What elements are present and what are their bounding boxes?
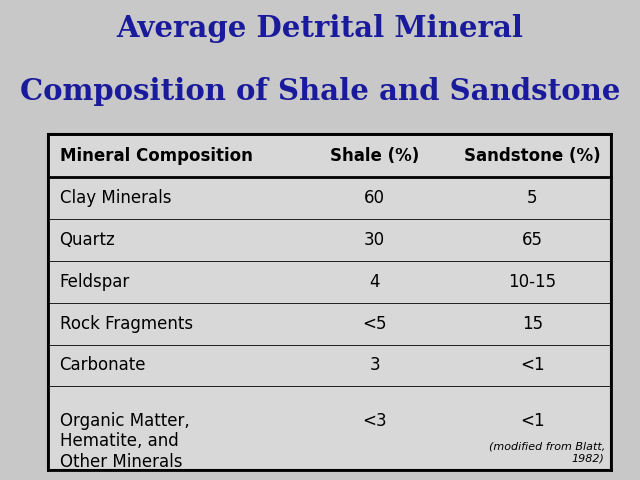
Text: 15: 15 — [522, 315, 543, 333]
Text: Average Detrital Mineral: Average Detrital Mineral — [116, 14, 524, 43]
Text: 10-15: 10-15 — [508, 273, 556, 291]
Text: (modified from Blatt,
1982): (modified from Blatt, 1982) — [488, 442, 605, 463]
Text: Shale (%): Shale (%) — [330, 147, 419, 165]
Text: <5: <5 — [362, 315, 387, 333]
Text: Clay Minerals: Clay Minerals — [60, 189, 171, 207]
Text: Mineral Composition: Mineral Composition — [60, 147, 252, 165]
Text: <1: <1 — [520, 411, 545, 430]
Text: <1: <1 — [520, 357, 545, 374]
Text: 4: 4 — [369, 273, 380, 291]
Text: 65: 65 — [522, 231, 543, 249]
Text: Feldspar: Feldspar — [60, 273, 130, 291]
Text: <3: <3 — [362, 411, 387, 430]
Text: 30: 30 — [364, 231, 385, 249]
Text: Rock Fragments: Rock Fragments — [60, 315, 193, 333]
Text: Organic Matter,
Hematite, and
Other Minerals: Organic Matter, Hematite, and Other Mine… — [60, 411, 189, 471]
Text: 60: 60 — [364, 189, 385, 207]
Text: Sandstone (%): Sandstone (%) — [464, 147, 601, 165]
FancyBboxPatch shape — [48, 134, 611, 470]
Text: 3: 3 — [369, 357, 380, 374]
Text: Carbonate: Carbonate — [60, 357, 146, 374]
Text: Composition of Shale and Sandstone: Composition of Shale and Sandstone — [20, 77, 620, 106]
Text: Quartz: Quartz — [60, 231, 115, 249]
Text: 5: 5 — [527, 189, 538, 207]
